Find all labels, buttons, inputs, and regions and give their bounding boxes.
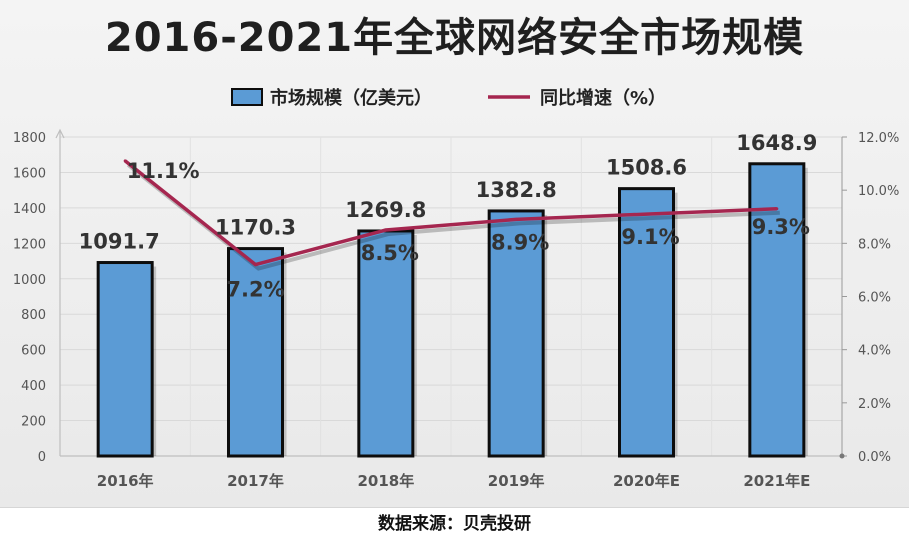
line-point <box>254 263 257 267</box>
y-left-tick-label: 1600 <box>13 166 46 181</box>
line-series <box>123 159 780 271</box>
legend: 市场规模（亿美元） 同比增速（%） <box>231 87 666 109</box>
y-left-tick-label: 1800 <box>13 131 46 146</box>
y-right-tick-label: 12.0% <box>858 131 899 146</box>
combo-chart: 0 200 400 600 800 1000 1200 1400 1600 1800 0.0% 2.0… <box>13 87 899 490</box>
bar <box>227 247 284 458</box>
bar <box>357 229 415 458</box>
growth-value-label: 8.5% <box>361 241 419 265</box>
x-tick-label: 2016年 <box>97 472 154 490</box>
line-point <box>384 228 388 232</box>
line-point <box>775 207 779 211</box>
y-right-tick-label: 8.0% <box>858 237 891 252</box>
data-source: 数据来源：贝壳投研 <box>378 514 531 534</box>
bar <box>748 162 806 458</box>
bar <box>618 187 675 458</box>
y-right-tick-label: 0.0% <box>858 450 891 465</box>
growth-line <box>124 159 777 267</box>
line-point <box>514 217 518 221</box>
bar-value-label: 1382.8 <box>476 178 557 202</box>
y-left-tick-label: 1400 <box>13 202 46 217</box>
y-right-tick-label: 2.0% <box>858 397 891 412</box>
y-right-tick-label: 4.0% <box>858 344 891 359</box>
x-tick-label: 2019年 <box>488 472 545 490</box>
bar-value-label: 1091.7 <box>79 230 160 254</box>
y-left-axis-arrow <box>55 128 65 139</box>
y-left-tick-label: 800 <box>21 308 46 323</box>
legend-label-line: 同比增速（%） <box>540 87 666 109</box>
x-tick-label: 2018年 <box>357 472 414 490</box>
bar-series <box>96 162 808 458</box>
y-left-tick-label: 600 <box>21 344 46 359</box>
y-left-tick-label: 400 <box>21 379 46 394</box>
bar-value-label: 1269.8 <box>345 198 426 222</box>
growth-value-label: 9.1% <box>621 225 679 249</box>
bar-value-label: 1170.3 <box>215 216 296 240</box>
line-point <box>123 159 127 163</box>
data-labels: 1091.7 1170.3 1269.8 1382.8 1508.6 1648.9 11.1… <box>79 131 818 302</box>
y-left-tick-label: 1000 <box>13 273 46 288</box>
growth-value-label: 7.2% <box>226 278 284 302</box>
bar-value-label: 1648.9 <box>736 131 817 155</box>
x-tick-label: 2021年E <box>743 472 810 490</box>
axis-origin-dot <box>839 453 845 459</box>
chart-title: 2016-2021年全球网络安全市场规模 <box>104 15 805 61</box>
y-right-tick-label: 10.0% <box>858 184 899 199</box>
growth-value-label: 9.3% <box>752 215 810 239</box>
y-left-tick-label: 1200 <box>13 237 46 252</box>
y-left-tick-label: 0 <box>38 450 46 465</box>
growth-value-label: 11.1% <box>127 159 200 183</box>
x-tick-label: 2020年E <box>613 472 680 490</box>
y-left-tick-label: 200 <box>21 415 46 430</box>
bar <box>96 261 154 458</box>
growth-value-label: 8.9% <box>491 230 549 254</box>
x-tick-label: 2017年 <box>227 472 284 490</box>
grid-lines <box>60 136 842 456</box>
legend-swatch-bar <box>231 88 263 106</box>
bar <box>487 209 545 458</box>
legend-label-bar: 市场规模（亿美元） <box>270 87 432 109</box>
axes: 0 200 400 600 800 1000 1200 1400 1600 1800 0.0% 2.0… <box>13 128 899 490</box>
y-right-tick-label: 6.0% <box>858 291 891 306</box>
line-point <box>645 212 648 216</box>
bar-value-label: 1508.6 <box>606 156 687 180</box>
